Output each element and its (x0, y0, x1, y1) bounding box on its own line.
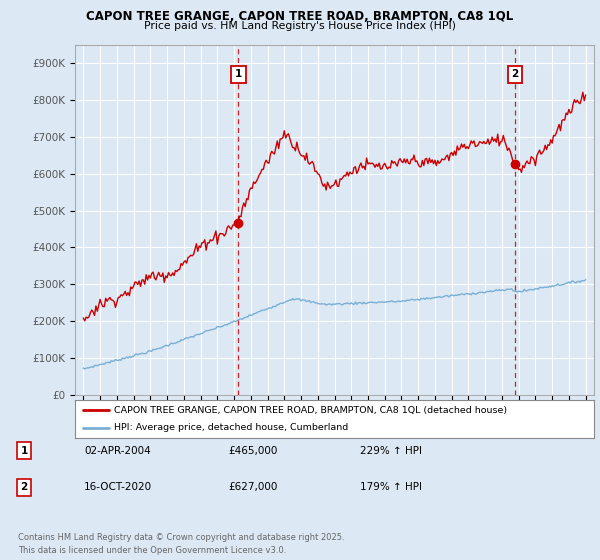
Text: 02-APR-2004: 02-APR-2004 (84, 446, 151, 456)
Text: £627,000: £627,000 (228, 482, 277, 492)
Text: £465,000: £465,000 (228, 446, 277, 456)
Text: 1: 1 (235, 69, 242, 80)
Text: Contains HM Land Registry data © Crown copyright and database right 2025.
This d: Contains HM Land Registry data © Crown c… (18, 533, 344, 554)
Text: 2: 2 (512, 69, 519, 80)
Text: 179% ↑ HPI: 179% ↑ HPI (360, 482, 422, 492)
Text: 1: 1 (20, 446, 28, 456)
Text: 229% ↑ HPI: 229% ↑ HPI (360, 446, 422, 456)
Text: 16-OCT-2020: 16-OCT-2020 (84, 482, 152, 492)
Text: 2: 2 (20, 482, 28, 492)
Text: CAPON TREE GRANGE, CAPON TREE ROAD, BRAMPTON, CA8 1QL: CAPON TREE GRANGE, CAPON TREE ROAD, BRAM… (86, 10, 514, 23)
Text: CAPON TREE GRANGE, CAPON TREE ROAD, BRAMPTON, CA8 1QL (detached house): CAPON TREE GRANGE, CAPON TREE ROAD, BRAM… (114, 405, 507, 414)
Text: Price paid vs. HM Land Registry's House Price Index (HPI): Price paid vs. HM Land Registry's House … (144, 21, 456, 31)
Text: HPI: Average price, detached house, Cumberland: HPI: Average price, detached house, Cumb… (114, 423, 348, 432)
